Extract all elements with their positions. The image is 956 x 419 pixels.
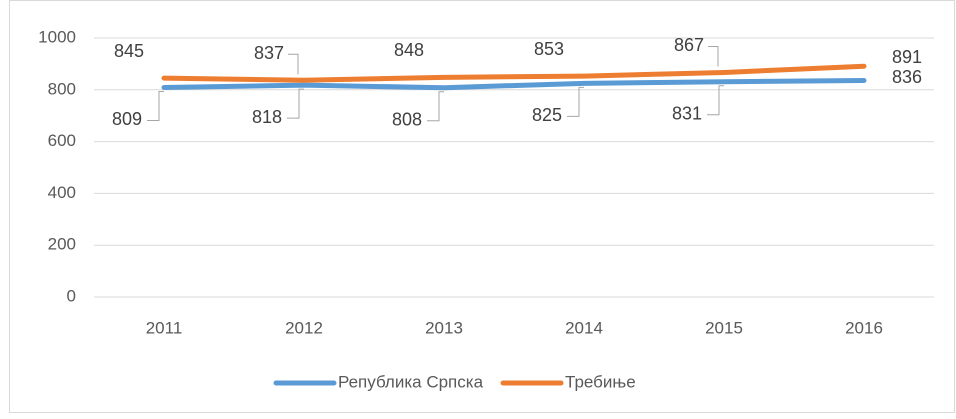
x-tick-label: 2013 <box>425 318 463 337</box>
series-line <box>161 77 867 91</box>
data-label: 808 <box>392 109 422 129</box>
x-tick-label: 2011 <box>146 318 183 337</box>
y-tick-label: 800 <box>48 79 76 98</box>
leader-line <box>288 53 299 75</box>
data-label: 848 <box>394 40 424 60</box>
series-line <box>161 63 867 83</box>
data-label: 867 <box>674 35 704 55</box>
y-tick-label: 0 <box>67 286 76 305</box>
data-label: 831 <box>672 104 702 124</box>
data-label: 818 <box>252 107 282 127</box>
legend-label: Требиње <box>565 372 636 391</box>
x-tick-label: 2014 <box>565 318 603 337</box>
leader-line <box>567 86 584 117</box>
data-label: 837 <box>254 43 284 63</box>
leader-line <box>427 91 444 122</box>
data-label: 891 <box>892 47 922 67</box>
data-label: 853 <box>534 39 564 59</box>
y-tick-label: 600 <box>48 131 76 150</box>
leader-line <box>708 45 719 67</box>
chart-border <box>9 0 955 413</box>
leader-line <box>147 90 164 121</box>
leader-line <box>287 88 304 119</box>
y-tick-label: 400 <box>48 183 76 202</box>
y-tick-label: 1000 <box>38 27 76 46</box>
x-tick-label: 2012 <box>285 318 323 337</box>
legend-label: Република Српска <box>338 372 484 391</box>
x-tick-label: 2016 <box>845 318 883 337</box>
x-tick-label: 2015 <box>705 318 743 337</box>
data-label: 825 <box>532 105 562 125</box>
y-tick-label: 200 <box>48 235 76 254</box>
leader-line <box>707 85 724 116</box>
data-label: 845 <box>114 41 144 61</box>
data-label: 836 <box>892 67 922 87</box>
data-label: 809 <box>112 109 142 129</box>
